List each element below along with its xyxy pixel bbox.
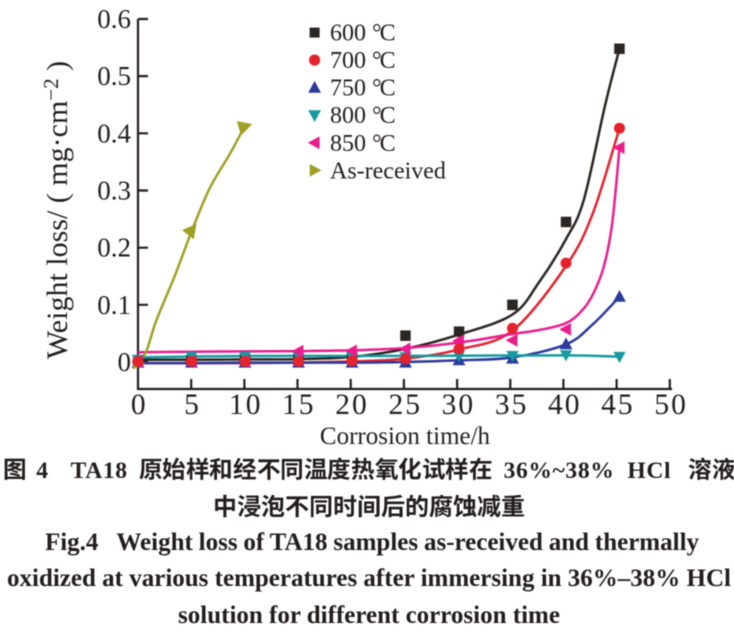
svg-text:20: 20 xyxy=(335,389,369,421)
svg-text:0.5: 0.5 xyxy=(97,61,131,91)
svg-text:Corrosion time/h: Corrosion time/h xyxy=(320,423,491,450)
svg-text:850 °C: 850 °C xyxy=(330,131,396,157)
svg-text:As-received: As-received xyxy=(330,158,446,184)
svg-text:600 °C: 600 °C xyxy=(330,21,396,47)
svg-text:0.2: 0.2 xyxy=(97,233,131,263)
svg-text:0.3: 0.3 xyxy=(97,176,131,206)
svg-text:15: 15 xyxy=(282,389,316,421)
svg-text:50: 50 xyxy=(654,389,688,421)
svg-text:0: 0 xyxy=(118,347,132,377)
svg-text:10: 10 xyxy=(229,389,263,421)
svg-text:30: 30 xyxy=(442,389,476,421)
svg-text:Weight loss/ ( mg·cm−2 ): Weight loss/ ( mg·cm−2 ) xyxy=(39,61,74,359)
svg-text:0.1: 0.1 xyxy=(97,290,131,320)
svg-text:0: 0 xyxy=(131,389,148,421)
svg-text:5: 5 xyxy=(184,389,201,421)
svg-text:800 °C: 800 °C xyxy=(330,103,396,129)
svg-text:45: 45 xyxy=(601,389,635,421)
svg-text:750 °C: 750 °C xyxy=(330,76,396,102)
svg-text:0.6: 0.6 xyxy=(97,4,131,34)
svg-text:40: 40 xyxy=(548,389,582,421)
svg-text:25: 25 xyxy=(388,389,422,421)
svg-text:700 °C: 700 °C xyxy=(330,48,396,74)
svg-text:35: 35 xyxy=(495,389,529,421)
svg-text:0.4: 0.4 xyxy=(97,118,131,148)
